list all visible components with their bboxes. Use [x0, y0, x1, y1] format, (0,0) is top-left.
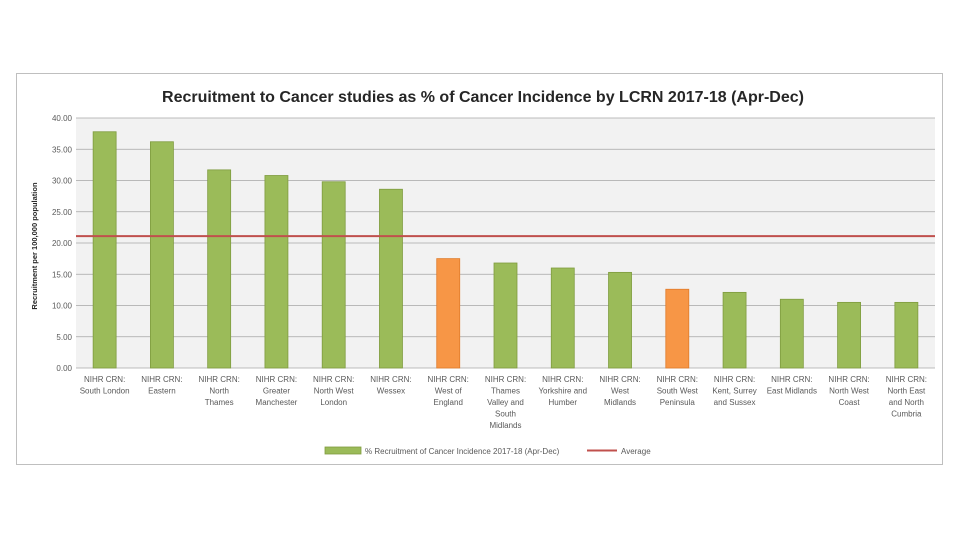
y-tick-label: 10.00 [52, 302, 73, 311]
y-tick-label: 40.00 [52, 114, 73, 123]
y-tick-label: 35.00 [52, 145, 73, 154]
legend-label-recruitment: % Recruitment of Cancer Incidence 2017-1… [365, 447, 560, 456]
bar [894, 301, 919, 369]
chart-title: Recruitment to Cancer studies as % of Ca… [162, 89, 804, 106]
bar [493, 262, 518, 369]
y-tick-label: 0.00 [56, 364, 72, 373]
x-category-label: NIHR CRN: North East and North Cumbria [886, 375, 927, 419]
x-category-label: NIHR CRN: Eastern [141, 375, 182, 396]
y-tick-label: 5.00 [56, 333, 72, 342]
x-category-label: NIHR CRN: Thames Valley and South Midlands [485, 375, 526, 430]
bar [837, 301, 861, 369]
x-category-label: NIHR CRN: South London [80, 375, 130, 396]
chart-frame: Recruitment to Cancer studies as % of Ca… [16, 73, 943, 465]
bar [608, 271, 632, 369]
legend: % Recruitment of Cancer Incidence 2017-1… [324, 446, 651, 456]
x-category-label: NIHR CRN: South West Peninsula [657, 375, 699, 407]
x-category-label: NIHR CRN: West of England [428, 375, 469, 407]
bar [207, 169, 232, 369]
bar [149, 141, 174, 369]
x-category-label: NIHR CRN: East Midlands [767, 375, 817, 396]
bar [550, 267, 575, 369]
legend-swatch-recruitment [324, 446, 362, 455]
y-tick-label: 20.00 [52, 239, 73, 248]
bar [779, 298, 804, 369]
bars [92, 131, 919, 369]
x-category-label: NIHR CRN: North West Coast [828, 375, 869, 407]
bar [436, 258, 461, 369]
x-category-label: NIHR CRN: Greater Manchester [256, 375, 298, 407]
bar-chart: Recruitment to Cancer studies as % of Ca… [30, 89, 935, 456]
y-tick-label: 15.00 [52, 270, 73, 279]
bar [321, 181, 346, 369]
y-axis-label: Recruitment per 100,000 population [30, 182, 39, 310]
bar [264, 175, 289, 369]
x-category-label: NIHR CRN: Kent, Surrey and Sussex [712, 375, 756, 407]
x-axis-categories: NIHR CRN: South London NIHR CRN: Eastern NIH… [80, 375, 927, 430]
x-category-label: NIHR CRN: Wessex [370, 375, 411, 396]
y-tick-label: 25.00 [52, 208, 73, 217]
x-category-label: NIHR CRN: North Thames [198, 375, 239, 407]
y-tick-label: 30.00 [52, 177, 73, 186]
x-category-label: NIHR CRN: Yorkshire and Humber [538, 375, 587, 407]
x-category-label: NIHR CRN: North West London [313, 375, 354, 407]
y-axis-ticks: 0.00 5.00 10.00 15.00 20.00 25.00 30.00 35.00 40… [52, 114, 73, 373]
x-category-label: NIHR CRN: West Midlands [599, 375, 640, 407]
bar [665, 288, 690, 369]
bar [379, 188, 403, 369]
bar [92, 131, 117, 369]
bar [722, 291, 747, 369]
legend-label-average: Average [621, 447, 651, 456]
